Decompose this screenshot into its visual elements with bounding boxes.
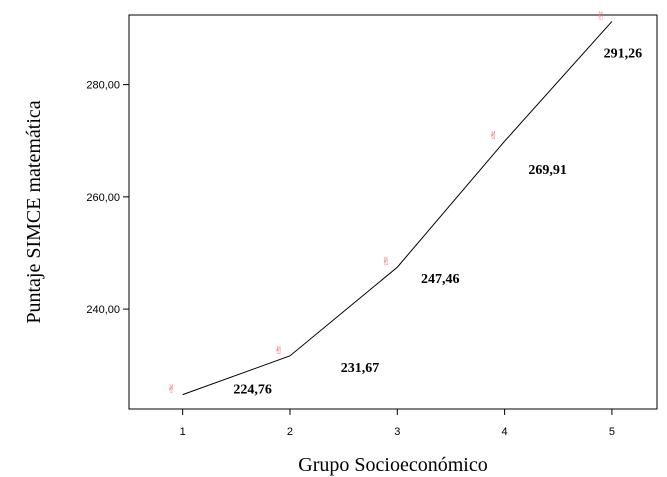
- x-tick-label: 4: [502, 426, 508, 438]
- series-markers: ✌ ✌ ✌ ✌ ✌: [167, 9, 605, 395]
- plot-area-frame: [128, 14, 658, 410]
- data-labels: 224,76 231,67 247,46 269,91 291,26: [233, 46, 642, 397]
- y-tick-label: 260,00: [86, 192, 120, 204]
- y-tick-label: 240,00: [86, 304, 120, 316]
- y-axis-title: Puntaje SIMCE matemática: [23, 100, 45, 323]
- data-point-marker: ✌: [382, 255, 391, 268]
- series-line: [182, 21, 613, 396]
- data-point-marker: ✌: [596, 9, 605, 22]
- y-axis: 240,00 260,00 280,00: [86, 80, 129, 316]
- data-label: 247,46: [421, 272, 460, 287]
- x-tick-label: 1: [180, 426, 186, 438]
- data-point-marker: ✌: [274, 344, 283, 357]
- x-tick-label: 2: [287, 426, 293, 438]
- y-tick-label: 280,00: [86, 80, 120, 92]
- data-label: 224,76: [233, 383, 272, 398]
- x-tick-label: 5: [609, 426, 615, 438]
- x-axis-title: Grupo Socioeconómico: [298, 454, 487, 476]
- data-label: 291,26: [604, 46, 643, 61]
- data-point-marker: ✌: [167, 383, 176, 396]
- x-tick-label: 3: [394, 426, 400, 438]
- x-axis: 1 2 3 4 5: [180, 409, 615, 438]
- data-label: 269,91: [528, 163, 567, 178]
- data-point-marker: ✌: [489, 129, 498, 142]
- data-label: 231,67: [341, 361, 380, 376]
